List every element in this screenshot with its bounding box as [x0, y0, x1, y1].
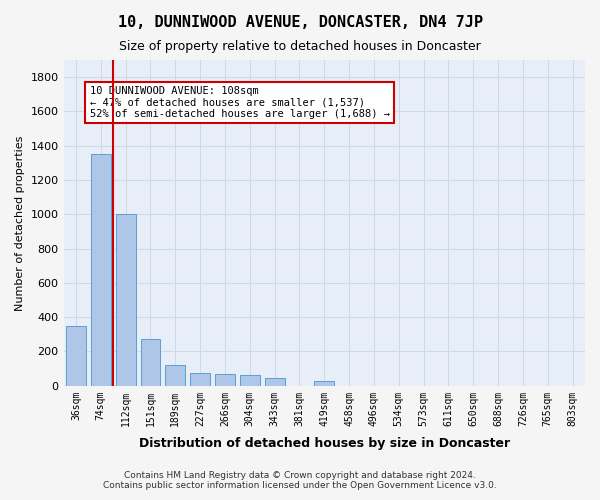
X-axis label: Distribution of detached houses by size in Doncaster: Distribution of detached houses by size …: [139, 437, 510, 450]
Text: Contains HM Land Registry data © Crown copyright and database right 2024.
Contai: Contains HM Land Registry data © Crown c…: [103, 470, 497, 490]
Text: 10 DUNNIWOOD AVENUE: 108sqm
← 47% of detached houses are smaller (1,537)
52% of : 10 DUNNIWOOD AVENUE: 108sqm ← 47% of det…: [89, 86, 389, 120]
Bar: [190, 373, 210, 386]
Bar: [166, 365, 185, 386]
Text: 10, DUNNIWOOD AVENUE, DONCASTER, DN4 7JP: 10, DUNNIWOOD AVENUE, DONCASTER, DN4 7JP: [118, 15, 482, 30]
Bar: [215, 374, 235, 386]
Bar: [91, 154, 111, 386]
Bar: [240, 374, 260, 386]
Bar: [116, 214, 136, 386]
Y-axis label: Number of detached properties: Number of detached properties: [15, 135, 25, 310]
Bar: [66, 326, 86, 386]
Bar: [265, 378, 284, 386]
Bar: [140, 340, 160, 386]
Text: Size of property relative to detached houses in Doncaster: Size of property relative to detached ho…: [119, 40, 481, 53]
Bar: [314, 380, 334, 386]
